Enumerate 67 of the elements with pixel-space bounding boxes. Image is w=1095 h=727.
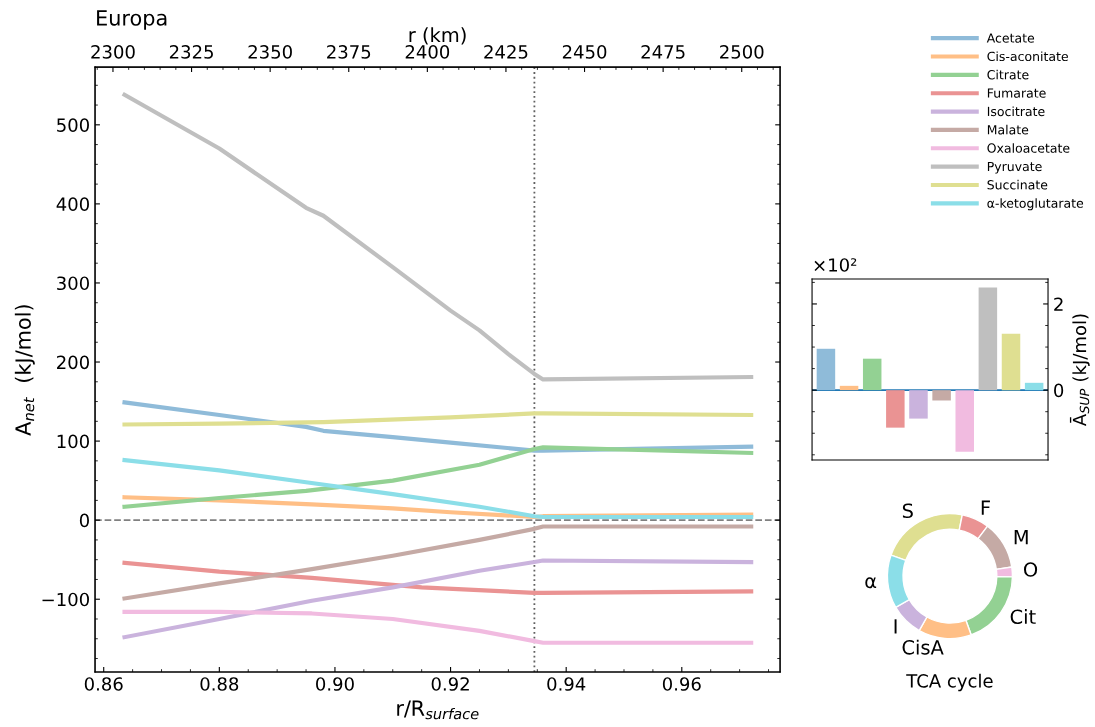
x-tick-label: 0.92 [431, 677, 469, 691]
legend-label: α-ketoglutarate [987, 198, 1084, 211]
x2-tick-label: 2425 [484, 45, 528, 59]
text: ×10² [814, 258, 857, 272]
x-tick-label: 0.88 [200, 677, 239, 691]
slice-label: F [981, 500, 990, 515]
line-series [122, 92, 754, 382]
line-series [122, 411, 754, 427]
line-series [122, 524, 754, 601]
x2-tick-label: 2325 [169, 45, 213, 59]
legend-label: Pyruvate [987, 161, 1042, 174]
x-tick-label: 0.90 [316, 677, 354, 691]
y-tick-label: 300 [57, 276, 89, 291]
legend-label: Oxaloacetate [987, 143, 1070, 153]
line-series [122, 558, 754, 640]
x-tick-label: 0.94 [547, 677, 586, 691]
bar [816, 348, 836, 391]
x-tick-label: 0.96 [662, 677, 701, 691]
bar [862, 358, 882, 391]
legend-label: Fumarate [987, 88, 1046, 98]
slice-label: I [894, 619, 897, 634]
y-tick-label: 500 [57, 118, 89, 132]
y-tick-label: 0 [1054, 383, 1064, 398]
bar [1024, 382, 1044, 391]
slice-label: Cit [1010, 609, 1036, 625]
legend-label: Succinate [987, 179, 1048, 190]
slice-label: α [865, 577, 877, 589]
legend-label: Acetate [986, 33, 1035, 43]
legend-label: Malate [987, 124, 1029, 135]
x2-tick-label: 2300 [91, 45, 135, 59]
x2-tick-label: 2500 [720, 45, 764, 59]
x-axis-title: r/R$_{surface}$ [397, 700, 479, 720]
bar [1001, 333, 1021, 391]
bar [978, 287, 998, 391]
bar [839, 385, 859, 391]
bar [886, 390, 905, 428]
y-tick-label: 2 [1054, 297, 1063, 311]
y-axis-title: Ā$_{SUP}$ (kJ/mol) [1069, 314, 1090, 427]
x2-axis-title: r (km) [409, 27, 466, 45]
x2-tick-label: 2450 [562, 45, 607, 59]
legend-label: Citrate [987, 69, 1029, 80]
slice-label: CisA [902, 639, 944, 655]
x2-tick-label: 2400 [405, 45, 450, 59]
slice-label: M [1014, 529, 1028, 545]
bar [955, 390, 974, 452]
text: TCA cycle [906, 673, 993, 692]
y-tick-label: 200 [57, 355, 89, 370]
slice-label: S [902, 503, 913, 519]
chart-title: Europa [97, 10, 167, 30]
x2-tick-label: 2350 [248, 45, 292, 59]
legend-label: Cis-aconitate [987, 51, 1068, 62]
bar [909, 390, 928, 419]
bar [932, 390, 951, 401]
y-axis-title: A$_{net}$ (kJ/mol) [14, 305, 35, 436]
line-series [122, 560, 754, 595]
line-series [122, 445, 754, 509]
x-tick-label: 0.86 [84, 677, 123, 691]
y-tick-label: 400 [56, 197, 89, 211]
slice-label: O [1023, 562, 1038, 577]
line-series [122, 609, 754, 645]
x2-tick-label: 2375 [327, 45, 371, 59]
y-tick-label: −100 [42, 592, 89, 607]
legend-label: Isocitrate [987, 106, 1045, 117]
line-series [122, 457, 754, 520]
x2-tick-label: 2475 [641, 45, 685, 59]
y-tick-label: 100 [57, 434, 89, 449]
y-tick-label: 0 [79, 513, 89, 528]
